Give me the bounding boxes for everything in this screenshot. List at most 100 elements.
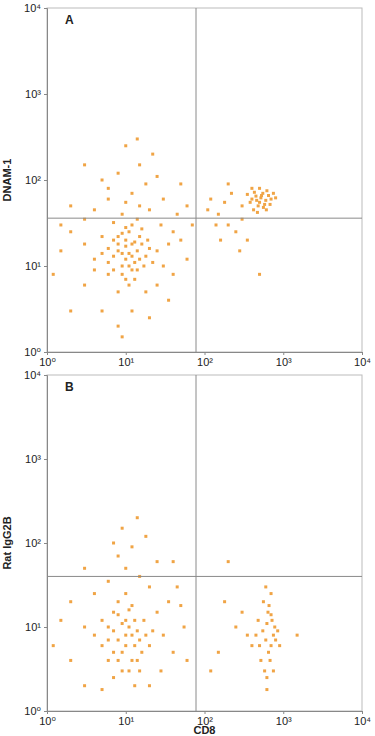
- point: [250, 644, 253, 647]
- y-tick-mark: [44, 8, 47, 9]
- point: [117, 600, 120, 603]
- point: [223, 201, 226, 204]
- point: [140, 227, 143, 230]
- point: [107, 639, 110, 642]
- point: [162, 634, 165, 637]
- point: [267, 194, 270, 197]
- point: [234, 230, 237, 233]
- point: [274, 196, 277, 199]
- point: [130, 545, 133, 548]
- point: [130, 255, 133, 258]
- point: [121, 273, 124, 276]
- y-tick-label: 10³: [25, 88, 41, 100]
- y-axis-line: [44, 9, 48, 353]
- point: [176, 213, 179, 216]
- point: [107, 247, 110, 250]
- point: [254, 634, 257, 637]
- point: [136, 268, 139, 271]
- x-tick-mark: [126, 352, 127, 355]
- point: [112, 542, 115, 545]
- y-tick-label: 10⁰: [24, 705, 41, 717]
- point: [107, 626, 110, 629]
- quadrant-gates: [47, 8, 362, 352]
- point: [124, 245, 127, 248]
- point: [156, 284, 159, 287]
- point: [136, 137, 139, 140]
- figure: 10⁰10¹10²10³10⁴10⁰10¹10²10³10⁴ADNAM-110⁰…: [0, 0, 375, 736]
- point: [128, 669, 131, 672]
- point: [121, 622, 124, 625]
- point: [223, 600, 226, 603]
- point: [124, 201, 127, 204]
- point: [121, 265, 124, 268]
- point: [124, 592, 127, 595]
- y-tick-label: 10⁴: [24, 369, 41, 381]
- point: [148, 644, 151, 647]
- x-tick-label: 10³: [276, 356, 292, 368]
- x-tick: 10³: [276, 711, 292, 727]
- point: [269, 203, 272, 206]
- point: [117, 243, 120, 246]
- point: [241, 204, 244, 207]
- x-tick-label: 10²: [197, 356, 213, 368]
- point: [101, 688, 104, 691]
- point: [265, 208, 268, 211]
- x-tick: 10³: [276, 352, 292, 368]
- point: [272, 669, 275, 672]
- chart-root: 10⁰10¹10²10³10⁴10⁰10¹10²10³10⁴ADNAM-110⁰…: [0, 0, 375, 736]
- point: [144, 290, 147, 293]
- point: [296, 634, 299, 637]
- point: [130, 268, 133, 271]
- point: [140, 243, 143, 246]
- point: [172, 273, 175, 276]
- point: [128, 608, 131, 611]
- x-tick: 10⁴: [354, 711, 371, 727]
- point: [136, 516, 139, 519]
- x-tick-label: 10⁴: [354, 356, 371, 368]
- point: [156, 560, 159, 563]
- quadrant-line-x: [196, 375, 197, 711]
- x-tick-label: 10¹: [118, 715, 134, 727]
- point: [264, 585, 267, 588]
- x-axis: 10⁰10¹10²10³10⁴: [39, 352, 371, 368]
- point: [117, 172, 120, 175]
- point: [270, 613, 273, 616]
- y-tick-mark: [44, 180, 47, 181]
- point: [167, 600, 170, 603]
- point: [253, 191, 256, 194]
- point: [133, 241, 136, 244]
- y-axis-line: [44, 376, 48, 712]
- point: [83, 243, 86, 246]
- y-tick-mark: [44, 459, 47, 460]
- point: [121, 527, 124, 530]
- point: [117, 659, 120, 662]
- y-tick: 10²: [25, 174, 47, 186]
- quadrant-line-y: [47, 218, 362, 219]
- point: [112, 611, 115, 614]
- point: [246, 193, 249, 196]
- point: [151, 629, 154, 632]
- point: [121, 651, 124, 654]
- point: [136, 629, 139, 632]
- y-tick-label: 10²: [25, 174, 41, 186]
- point: [255, 199, 258, 202]
- point: [257, 204, 260, 207]
- point: [121, 669, 124, 672]
- y-tick: 10⁰: [24, 705, 47, 717]
- quadrant-line-y: [47, 576, 362, 577]
- point: [265, 688, 268, 691]
- x-tick-label: 10¹: [118, 356, 134, 368]
- point: [93, 258, 96, 261]
- point: [261, 629, 264, 632]
- x-tick-mark: [283, 711, 284, 714]
- point: [128, 626, 131, 629]
- point: [268, 604, 271, 607]
- point: [217, 651, 220, 654]
- x-tick-mark: [362, 711, 363, 714]
- plot-frame: [47, 375, 362, 711]
- point: [101, 235, 104, 238]
- point: [250, 198, 253, 201]
- point: [256, 211, 259, 214]
- point: [258, 187, 261, 190]
- y-tick-label: 10⁰: [24, 346, 41, 358]
